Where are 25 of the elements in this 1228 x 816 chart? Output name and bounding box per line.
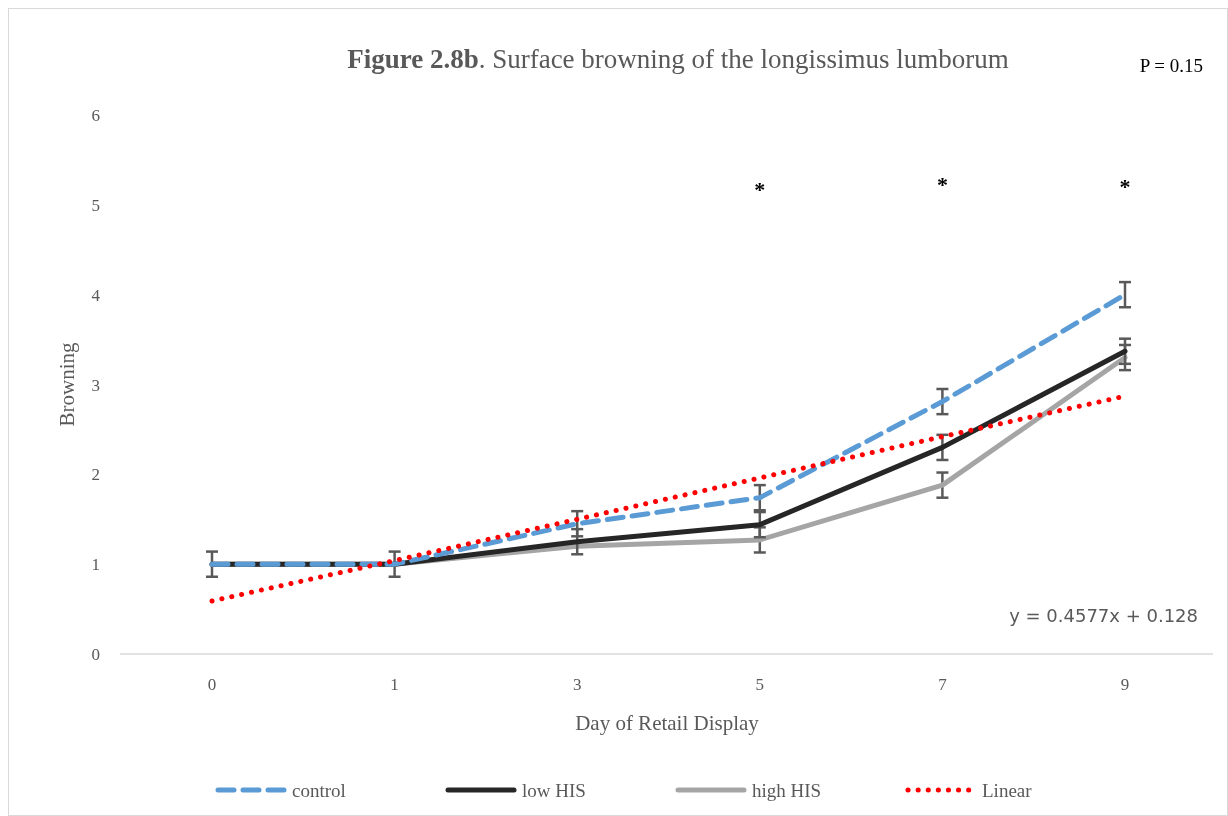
y-tick-label: 6 [91, 106, 100, 125]
x-tick-label: 0 [207, 675, 217, 694]
y-tick-label: 1 [91, 555, 100, 575]
x-tick-label: 1 [390, 675, 399, 694]
legend-label: control [292, 780, 346, 801]
y-tick-label: 5 [91, 195, 100, 215]
legend-label: Linear [982, 780, 1033, 801]
y-tick-label: 4 [91, 285, 101, 305]
y-tick-label: 3 [91, 375, 100, 395]
x-tick-label: 7 [938, 675, 948, 694]
x-tick-label: 5 [755, 675, 765, 694]
y-tick-label: 0 [91, 645, 100, 664]
x-tick-label: 3 [572, 675, 582, 694]
y-tick-label: 2 [91, 465, 100, 485]
x-tick-label: 9 [1120, 675, 1130, 694]
legend-label: low HIS [522, 780, 586, 801]
x-axis-title: Day of Retail Display [575, 711, 760, 735]
chart-title: Figure 2.8b. Surface browning of the longissimus lumborum [347, 44, 1009, 74]
annotation: y = 0.4577x + 0.128 [1009, 605, 1198, 626]
text: P = 0.15 [1139, 55, 1203, 76]
annotation: * [1119, 174, 1131, 199]
annotation: * [936, 172, 948, 197]
legend-label: high HIS [752, 780, 822, 801]
annotation: * [754, 177, 766, 202]
y-axis-title: Browning [55, 342, 79, 427]
